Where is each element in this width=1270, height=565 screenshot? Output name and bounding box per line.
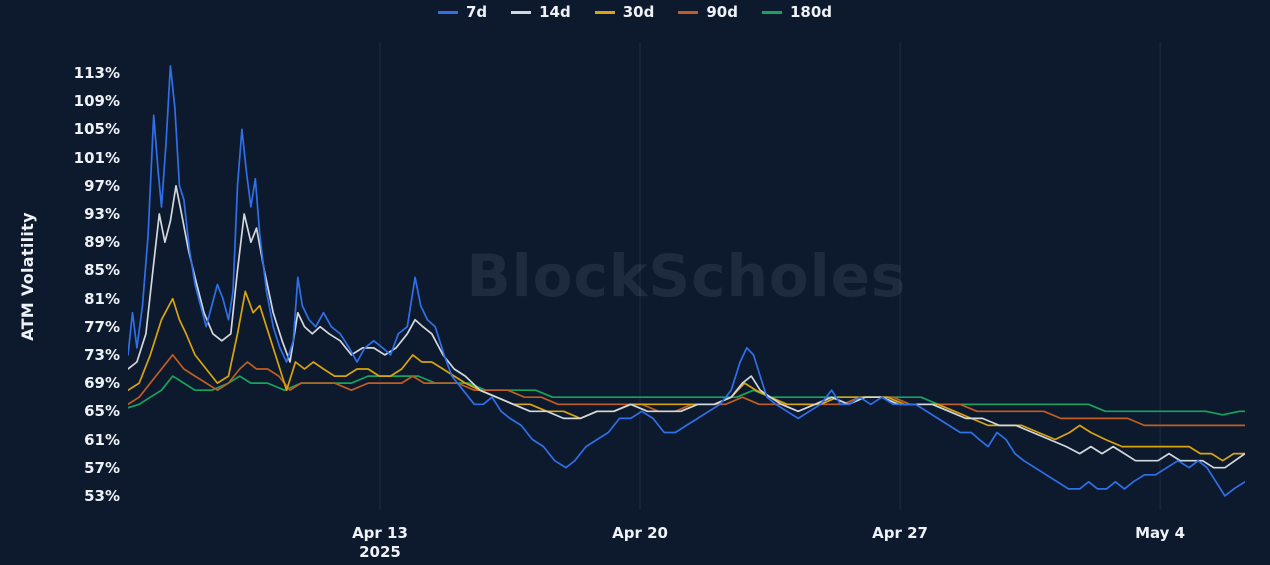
legend-line-swatch	[594, 10, 615, 14]
legend-item-30d[interactable]: 30d	[594, 3, 655, 21]
legend-item-7d[interactable]: 7d	[437, 3, 488, 21]
legend-label: 7d	[465, 3, 488, 21]
y-tick-label: 85%	[84, 261, 120, 280]
y-tick-label: 89%	[84, 233, 120, 252]
x-tick-date: Apr 20	[612, 524, 668, 542]
x-tick-date: May 4	[1135, 524, 1186, 542]
legend-line-swatch	[678, 10, 699, 14]
y-tick-label: 73%	[84, 345, 120, 364]
series-line-90d	[128, 354, 1245, 427]
y-tick-label: 97%	[84, 176, 120, 195]
series-line-180d	[128, 375, 1245, 416]
y-tick-label: 53%	[84, 486, 120, 505]
legend-item-180d[interactable]: 180d	[762, 3, 832, 21]
plot-svg[interactable]	[128, 42, 1245, 510]
x-axis: Apr 13 2025 Apr 20 Apr 27 May 4	[128, 524, 1245, 564]
series-line-14d	[128, 184, 1245, 469]
y-tick-label: 61%	[84, 430, 120, 449]
series-line-7d	[128, 65, 1245, 497]
x-tick-date: Apr 13	[352, 524, 408, 542]
y-tick-label: 109%	[73, 92, 120, 111]
x-tick-date: Apr 27	[872, 524, 928, 542]
legend-line-swatch	[511, 10, 532, 14]
y-tick-label: 101%	[73, 148, 120, 167]
y-tick-label: 113%	[73, 64, 120, 82]
y-tick-label: 105%	[73, 120, 120, 139]
legend: 7d 14d 30d 90d 180d	[0, 3, 1270, 21]
legend-item-14d[interactable]: 14d	[511, 3, 571, 21]
x-tick-label: Apr 20	[570, 524, 710, 543]
x-tick-year: 2025	[359, 543, 401, 561]
legend-line-swatch	[762, 10, 782, 14]
y-tick-label: 77%	[84, 317, 120, 336]
legend-label: 14d	[539, 3, 571, 21]
y-tick-label: 81%	[84, 289, 120, 308]
y-tick-label: 65%	[84, 402, 120, 421]
legend-label: 30d	[622, 3, 655, 21]
plot-area[interactable]	[128, 42, 1245, 510]
y-tick-label: 69%	[84, 374, 120, 393]
legend-label: 180d	[790, 3, 833, 21]
y-axis: 113% 109% 105% 101% 97% 93% 89% 85% 81% 77% 73% 69%…	[0, 42, 120, 510]
y-tick-label: 93%	[84, 204, 120, 223]
y-tick-label: 57%	[84, 458, 120, 477]
x-tick-label: May 4	[1090, 524, 1230, 543]
x-tick-label: Apr 27	[830, 524, 970, 543]
legend-line-swatch	[437, 10, 458, 14]
legend-label: 90d	[706, 3, 738, 21]
legend-item-90d[interactable]: 90d	[678, 3, 738, 21]
x-tick-label: Apr 13 2025	[310, 524, 450, 562]
